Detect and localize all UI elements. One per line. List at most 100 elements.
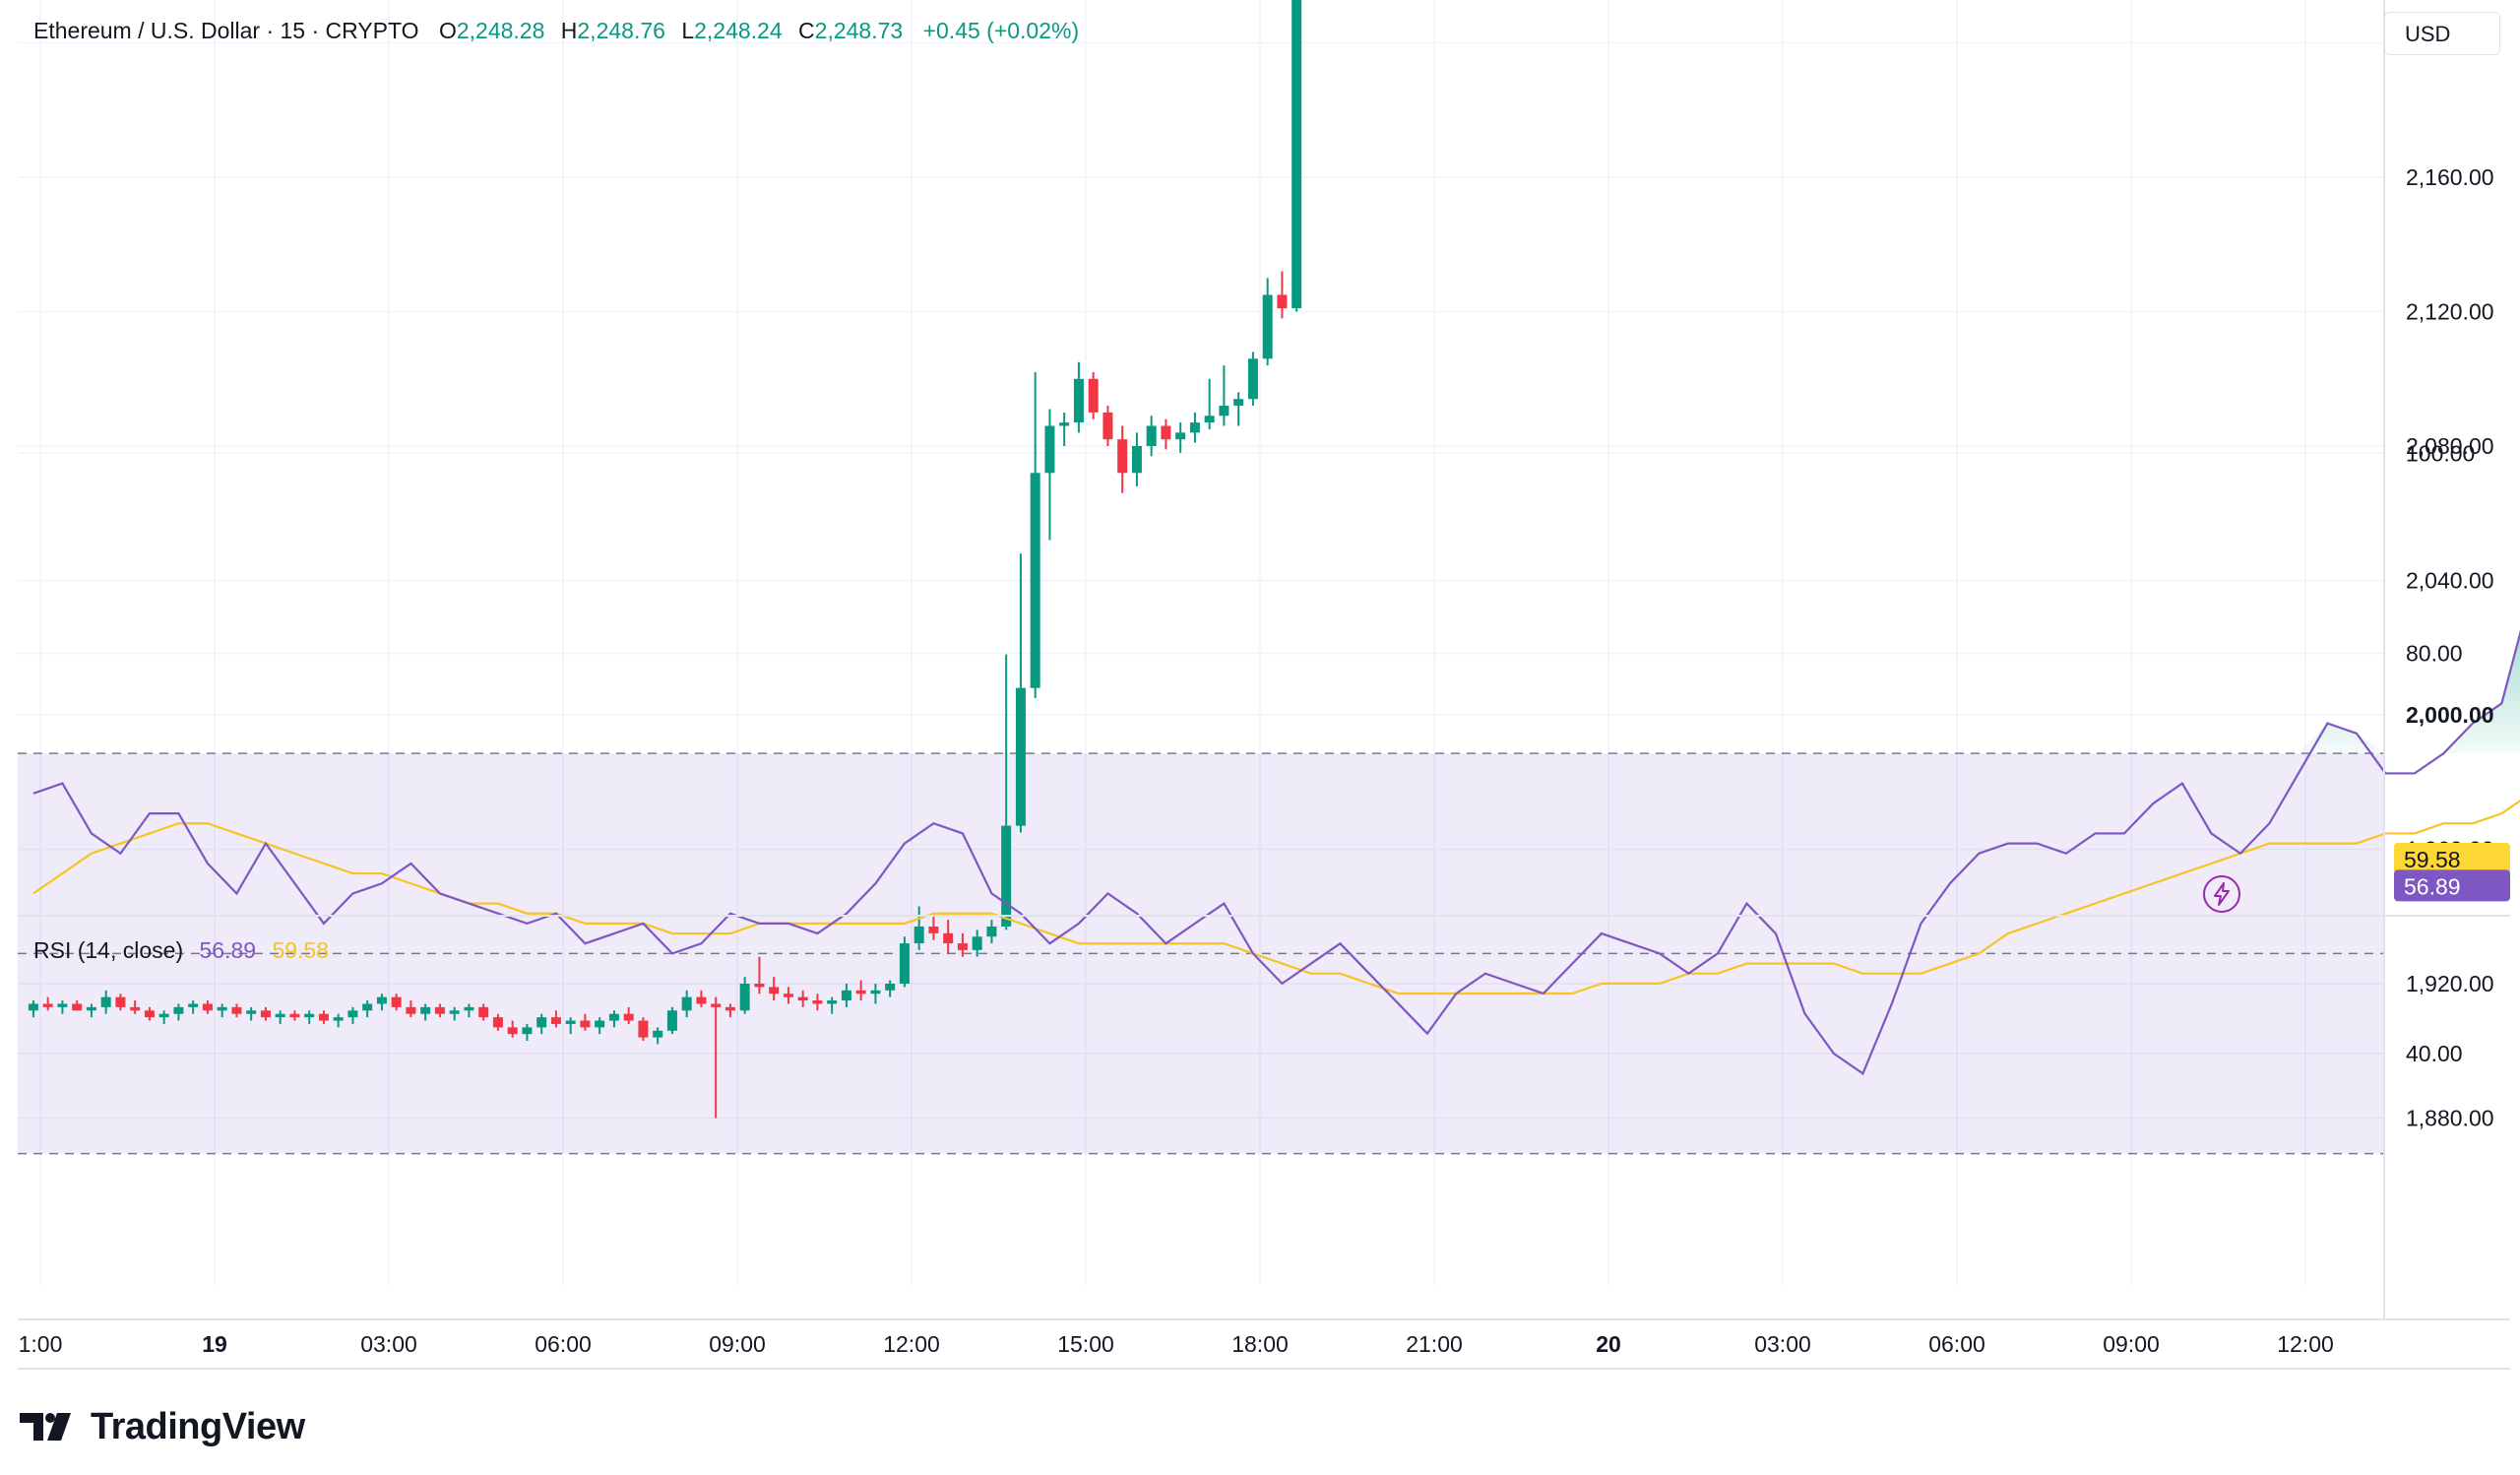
axes: 2,320.002,280.002,240.002,200.002,160.00… [18, 0, 2510, 1370]
candle-body [783, 994, 793, 997]
symbol-label[interactable]: Ethereum / U.S. Dollar · 15 · CRYPTO [33, 18, 419, 43]
candle-body [318, 1013, 329, 1021]
candle-body [739, 984, 750, 1011]
high-label: H [560, 18, 578, 43]
price-tick-label: 2,120.00 [2406, 299, 2494, 325]
rsi-band-area [18, 752, 2384, 1155]
candle-body [231, 1006, 242, 1014]
grid [18, 0, 2384, 1285]
rsi-value: 56.89 [199, 937, 257, 963]
price-tick-label: 2,080.00 [2406, 433, 2494, 459]
price-tick-label: 1,920.00 [2406, 971, 2494, 996]
candle-body [144, 1010, 155, 1018]
price-tick-label: 2,160.00 [2406, 164, 2494, 190]
candle-body [492, 1017, 503, 1028]
candle-body [507, 1027, 518, 1035]
candle-body [986, 926, 997, 937]
candle-body [202, 1003, 213, 1011]
candle-body [885, 984, 896, 991]
currency-button[interactable]: USD [2384, 12, 2500, 55]
candle-body [391, 996, 402, 1007]
rsi-line [32, 629, 2520, 1076]
candle-body [769, 987, 780, 994]
rsi-ma-value: 59.58 [272, 937, 330, 963]
time-tick-label: 09:00 [709, 1331, 766, 1357]
candle-body [972, 936, 982, 950]
logo-text: TradingView [91, 1405, 305, 1447]
candle-body [914, 926, 924, 944]
candle-body [711, 1003, 722, 1007]
lightning-icon[interactable] [2203, 875, 2240, 913]
candle-body [158, 1013, 169, 1018]
high-value: 2,248.76 [577, 18, 665, 43]
candle-body [464, 1006, 474, 1011]
candle-body [1219, 406, 1229, 417]
open-label: O [438, 18, 457, 43]
candle-body [275, 1013, 285, 1018]
candle-body [681, 996, 692, 1011]
candle-body [1189, 422, 1200, 433]
candle-body [754, 984, 765, 988]
candles [28, 0, 1302, 1119]
candle-body [812, 1000, 823, 1004]
candle-body [653, 1030, 663, 1038]
time-tick-label: 09:00 [2103, 1331, 2160, 1357]
price-tick-label: 1,880.00 [2406, 1106, 2494, 1131]
candle-body [406, 1006, 416, 1014]
rsi-tick-label: 40.00 [2406, 1041, 2463, 1066]
time-tick-label: 12:00 [2277, 1331, 2334, 1357]
time-tick-label: 19 [202, 1331, 227, 1357]
time-tick-label: 06:00 [535, 1331, 592, 1357]
candle-body [376, 996, 387, 1004]
candle-body [434, 1006, 445, 1014]
candle-body [260, 1010, 271, 1018]
rsi-overbought-fill [32, 633, 2520, 754]
candle-body [536, 1017, 547, 1028]
candle-body [420, 1006, 431, 1014]
price-tick-label: 2,040.00 [2406, 568, 2494, 594]
rsi-pane [32, 629, 2520, 1076]
rsi-tick-label: 80.00 [2406, 641, 2463, 667]
candle-body [1030, 473, 1040, 688]
candle-body [86, 1006, 96, 1011]
candle-body [1088, 378, 1099, 413]
candle-body [347, 1010, 358, 1018]
rsi-tick-label: 100.00 [2406, 440, 2475, 466]
candle-body [1262, 294, 1273, 359]
candle-body [623, 1013, 634, 1021]
candle-body [1044, 425, 1055, 474]
candle-body [1001, 825, 1012, 927]
time-tick-label: 03:00 [360, 1331, 417, 1357]
candle-body [1233, 399, 1244, 407]
candle-body [1292, 0, 1302, 309]
candle-body [333, 1017, 344, 1021]
tradingview-logo[interactable]: TradingView [20, 1402, 305, 1451]
candle-body [724, 1006, 735, 1011]
candle-body [899, 943, 910, 984]
candle-body [696, 996, 707, 1004]
rsi-label[interactable]: RSI (14, close) [33, 937, 184, 963]
candle-body [1015, 687, 1026, 826]
time-tick-label: 18:00 [1231, 1331, 1289, 1357]
candle-body [870, 990, 881, 994]
chart-header: Ethereum / U.S. Dollar · 15 · CRYPTO O 2,… [33, 18, 1079, 44]
candle-body [550, 1017, 561, 1024]
candle-body [565, 1020, 576, 1024]
candle-body [72, 1003, 83, 1011]
candle-body [608, 1013, 619, 1021]
candle-body [304, 1013, 315, 1018]
time-tick-label: 06:00 [1928, 1331, 1985, 1357]
candle-body [1277, 294, 1288, 309]
candle-body [841, 990, 851, 1001]
time-tick-label: 12:00 [883, 1331, 940, 1357]
time-tick-label: 1:00 [19, 1331, 63, 1357]
candle-body [957, 943, 968, 950]
candle-body [943, 932, 954, 944]
candle-body [115, 996, 126, 1007]
candle-body [478, 1006, 489, 1018]
low-value: 2,248.24 [694, 18, 783, 43]
candle-body [130, 1006, 141, 1011]
candle-body [1131, 446, 1142, 474]
